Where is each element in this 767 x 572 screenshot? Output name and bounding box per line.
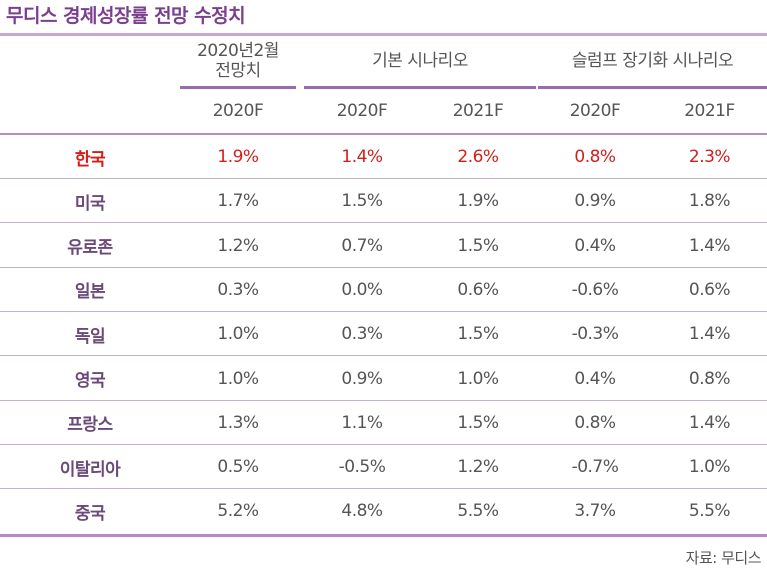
value-cell: 5.5% [688,501,731,522]
top-rule [0,33,767,36]
value-cell: 0.8% [574,412,616,433]
source-note: 자료: 무디스 [685,549,762,567]
value-cell: 1.4% [688,235,731,256]
year-header: 2020F [336,101,388,121]
table-row: 독일 1.0% 0.3% 1.5% -0.3% 1.4% [0,312,767,357]
value-cell: 0.6% [457,279,499,300]
value-cell: 1.0% [217,324,259,345]
table-row: 영국 1.0% 0.9% 1.0% 0.4% 0.8% [0,357,767,401]
value-cell: 4.8% [341,501,383,522]
year-header: 2020F [212,101,264,121]
table-row: 유로존 1.2% 0.7% 1.5% 0.4% 1.4% [0,224,767,268]
value-cell: 0.3% [217,279,259,300]
country-cell: 프랑스 [67,415,113,436]
value-cell: 1.3% [217,412,259,433]
value-cell: 3.7% [574,501,616,522]
value-cell: 1.9% [217,147,259,167]
year-header: 2021F [452,101,504,121]
group-header-slump-scenario: 슬럼프 장기화 시나리오 [571,51,734,71]
value-cell: 1.1% [341,412,383,433]
row-divider [0,355,767,357]
row-divider [0,178,767,179]
row-divider [0,443,767,445]
value-cell: 0.0% [341,279,383,300]
country-cell: 독일 [74,326,106,347]
value-cell: 1.2% [457,457,499,478]
value-cell: 0.5% [217,457,259,478]
group-header-feb-forecast: 2020년2월 전망치 [197,41,279,81]
value-cell: 0.3% [341,324,383,345]
table-row: 한국 1.9% 1.4% 2.6% 0.8% 2.3% [0,135,767,179]
value-cell: 0.4% [574,235,616,256]
group-underline-base-scenario [304,86,536,89]
value-cell: 1.5% [457,412,499,433]
year-header: 2020F [569,101,621,121]
row-divider [0,399,767,401]
bottom-rule [0,534,767,537]
table-row: 이탈리아 0.5% -0.5% 1.2% -0.7% 1.0% [0,445,767,490]
value-cell: 1.5% [457,235,499,256]
value-cell: 1.4% [688,412,731,433]
value-cell: 1.2% [217,235,259,256]
value-cell: 1.5% [457,324,499,345]
table-row: 중국 5.2% 4.8% 5.5% 3.7% 5.5% [0,489,767,533]
value-cell: -0.5% [338,457,386,478]
country-cell: 이탈리아 [59,459,121,480]
value-cell: 2.3% [688,147,731,167]
value-cell: 2.6% [457,147,499,167]
value-cell: 1.0% [688,457,731,478]
value-cell: 0.9% [341,368,383,389]
row-divider [0,310,767,312]
value-cell: -0.3% [571,324,619,345]
header-rule [0,133,767,135]
value-cell: 1.7% [217,191,259,212]
value-cell: 1.4% [688,324,731,345]
country-cell: 한국 [74,149,106,170]
row-divider [0,488,767,490]
country-cell: 일본 [74,282,106,303]
country-cell: 영국 [74,371,106,391]
group-underline-feb-forecast [180,86,296,89]
value-cell: 0.9% [574,191,616,212]
country-cell: 중국 [74,503,106,524]
value-cell: 0.6% [688,279,731,300]
table-row: 프랑스 1.3% 1.1% 1.5% 0.8% 1.4% [0,401,767,445]
country-cell: 유로존 [67,238,113,259]
value-cell: 0.8% [688,368,731,389]
table-row: 일본 0.3% 0.0% 0.6% -0.6% 0.6% [0,268,767,312]
value-cell: 1.0% [457,368,499,389]
value-cell: 0.4% [574,368,616,389]
value-cell: -0.6% [571,279,619,300]
page-title: 무디스 경제성장률 전망 수정치 [6,5,246,27]
value-cell: 5.2% [217,501,259,522]
value-cell: -0.7% [571,457,619,478]
value-cell: 1.4% [341,147,383,167]
group-header-base-scenario: 기본 시나리오 [372,51,468,71]
country-cell: 미국 [74,193,106,214]
value-cell: 0.7% [341,235,383,256]
table-row: 미국 1.7% 1.5% 1.9% 0.9% 1.8% [0,179,767,224]
row-divider [0,266,767,268]
value-cell: 5.5% [457,501,499,522]
year-header: 2021F [684,101,735,121]
value-cell: 1.9% [457,191,499,212]
group-underline-slump-scenario [538,86,767,89]
value-cell: 1.0% [217,368,259,389]
value-cell: 0.8% [574,147,616,167]
value-cell: 1.8% [688,191,731,212]
row-divider [0,222,767,224]
value-cell: 1.5% [341,191,383,212]
